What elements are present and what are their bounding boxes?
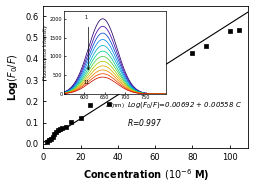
Point — [49, 137, 53, 140]
Point — [47, 138, 51, 141]
Point — [228, 30, 232, 33]
Point — [106, 102, 110, 105]
Y-axis label: Log$(F_0/F)$: Log$(F_0/F)$ — [6, 53, 20, 101]
Point — [78, 117, 83, 120]
Point — [88, 103, 92, 106]
Point — [58, 128, 62, 131]
Point — [56, 129, 60, 132]
Point — [60, 126, 64, 129]
Point — [52, 133, 56, 136]
Point — [203, 44, 208, 47]
Point — [64, 126, 68, 129]
Point — [51, 135, 55, 138]
Point — [54, 131, 58, 134]
Point — [190, 52, 195, 55]
Point — [69, 120, 73, 123]
Text: $R$=0.997: $R$=0.997 — [127, 117, 163, 128]
Point — [149, 73, 153, 76]
Point — [45, 140, 49, 143]
Point — [237, 29, 241, 32]
Point — [116, 73, 120, 76]
Text: $Log(F_0/F)$=0.00692 + 0.00558 $C$: $Log(F_0/F)$=0.00692 + 0.00558 $C$ — [127, 100, 242, 110]
X-axis label: Concentration $(10^{-6}$ M): Concentration $(10^{-6}$ M) — [83, 168, 209, 184]
